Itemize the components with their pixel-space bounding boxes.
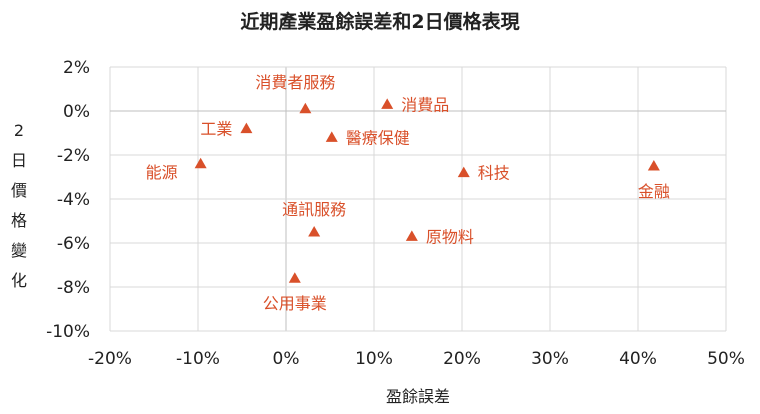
point-label: 消費品 xyxy=(401,95,449,114)
y-axis-label-char: 變 xyxy=(11,241,27,260)
point-label: 金融 xyxy=(638,182,670,201)
point-label: 能源 xyxy=(146,163,178,182)
y-tick-label: -4% xyxy=(57,190,90,210)
y-tick-label: -2% xyxy=(57,146,90,166)
point-label: 科技 xyxy=(478,164,510,183)
y-axis-label-char: 化 xyxy=(11,271,27,290)
point-marker xyxy=(381,98,394,109)
gridlines xyxy=(109,66,727,332)
y-axis-ticks: 2% 0% -2% -4% -6% -8% -10% xyxy=(46,58,90,342)
point-marker xyxy=(647,160,660,171)
point-label: 原物料 xyxy=(426,227,474,246)
x-tick-label: 10% xyxy=(355,349,393,369)
point-marker xyxy=(288,272,301,283)
point-label: 公用事業 xyxy=(263,294,327,313)
point-marker xyxy=(240,122,253,134)
y-axis-label-char: 價 xyxy=(11,181,27,200)
x-tick-label: 30% xyxy=(531,349,569,369)
y-tick-label: -6% xyxy=(57,234,90,254)
x-tick-label: 50% xyxy=(707,349,745,369)
y-tick-label: 2% xyxy=(63,58,90,78)
x-tick-label: -10% xyxy=(176,349,220,369)
point-label: 通訊服務 xyxy=(282,200,346,219)
y-tick-label: -10% xyxy=(46,322,90,342)
x-axis-label: 盈餘誤差 xyxy=(386,387,450,406)
y-axis-label-char: 日 xyxy=(11,151,27,170)
point-label: 醫療保健 xyxy=(346,128,410,147)
point-label: 消費者服務 xyxy=(255,73,335,92)
x-axis-ticks: -20% -10% 0% 10% 20% 30% 40% 50% xyxy=(88,349,745,369)
y-axis-label-char: 格 xyxy=(11,211,27,230)
point-marker xyxy=(457,166,470,178)
point-marker xyxy=(308,226,321,237)
point-marker xyxy=(299,102,312,114)
x-tick-label: 20% xyxy=(443,349,481,369)
point-marker xyxy=(194,157,207,169)
point-marker xyxy=(325,131,338,142)
x-tick-label: -20% xyxy=(88,349,132,369)
x-tick-label: 0% xyxy=(273,349,300,369)
point-marker xyxy=(405,230,418,241)
y-axis-label-char: 2 xyxy=(14,121,24,140)
y-tick-label: -8% xyxy=(57,278,90,298)
chart-title: 近期產業盈餘誤差和2日價格表現 xyxy=(240,10,519,33)
point-label: 工業 xyxy=(200,120,232,139)
x-tick-label: 40% xyxy=(619,349,657,369)
y-tick-label: 0% xyxy=(63,102,90,122)
